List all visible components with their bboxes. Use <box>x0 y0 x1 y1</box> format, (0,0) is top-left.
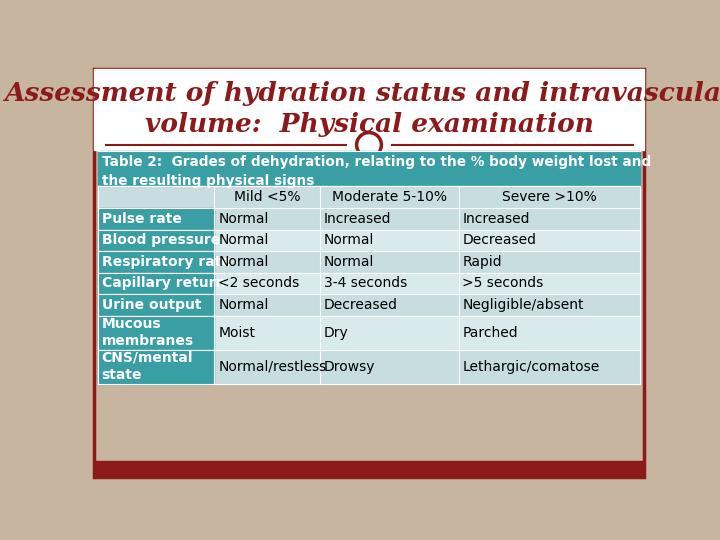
Text: Severe >10%: Severe >10% <box>502 190 597 204</box>
Text: Negligible/absent: Negligible/absent <box>462 298 584 312</box>
Bar <box>98 230 640 251</box>
Text: Normal: Normal <box>324 233 374 247</box>
Text: Drowsy: Drowsy <box>324 360 376 374</box>
Text: Table 2:  Grades of dehydration, relating to the % body weight lost and
the resu: Table 2: Grades of dehydration, relating… <box>102 155 652 188</box>
Bar <box>98 273 215 294</box>
Text: Lethargic/comatose: Lethargic/comatose <box>462 360 600 374</box>
Text: Mucous
membranes: Mucous membranes <box>102 317 194 348</box>
Bar <box>94 461 644 477</box>
Text: Normal: Normal <box>218 298 269 312</box>
FancyBboxPatch shape <box>94 69 644 477</box>
Text: Normal: Normal <box>218 255 269 269</box>
Text: Pulse rate: Pulse rate <box>102 212 181 226</box>
Bar <box>98 208 640 230</box>
Text: 3-4 seconds: 3-4 seconds <box>324 276 408 291</box>
Bar <box>98 208 215 230</box>
Text: Normal: Normal <box>218 233 269 247</box>
Text: Decreased: Decreased <box>462 233 536 247</box>
Bar <box>98 186 640 208</box>
Bar <box>98 316 215 350</box>
Text: Rapid: Rapid <box>462 255 502 269</box>
Text: Blood pressure: Blood pressure <box>102 233 220 247</box>
Bar <box>98 350 215 383</box>
Text: Capillary return: Capillary return <box>102 276 225 291</box>
Text: Moist: Moist <box>218 326 256 340</box>
Text: Normal: Normal <box>218 212 269 226</box>
Text: Increased: Increased <box>462 212 530 226</box>
Text: Parched: Parched <box>462 326 518 340</box>
Text: Assessment of hydration status and intravascular: Assessment of hydration status and intra… <box>4 81 720 106</box>
Bar <box>98 294 215 316</box>
Text: Mild <5%: Mild <5% <box>234 190 300 204</box>
Bar <box>98 251 215 273</box>
Text: volume:  Physical examination: volume: Physical examination <box>145 112 593 137</box>
Bar <box>98 350 640 383</box>
Text: Moderate 5-10%: Moderate 5-10% <box>332 190 447 204</box>
Text: Increased: Increased <box>324 212 392 226</box>
Text: Normal/restless: Normal/restless <box>218 360 326 374</box>
Bar <box>94 69 644 150</box>
Bar <box>98 251 640 273</box>
Bar <box>98 316 640 350</box>
Text: Urine output: Urine output <box>102 298 201 312</box>
Bar <box>98 230 215 251</box>
Text: <2 seconds: <2 seconds <box>218 276 300 291</box>
Text: Normal: Normal <box>324 255 374 269</box>
Text: >5 seconds: >5 seconds <box>462 276 544 291</box>
Text: Respiratory rate: Respiratory rate <box>102 255 230 269</box>
Bar <box>98 151 640 186</box>
Text: CNS/mental
state: CNS/mental state <box>102 351 193 382</box>
Text: Decreased: Decreased <box>324 298 398 312</box>
Text: Dry: Dry <box>324 326 348 340</box>
Bar <box>98 294 640 316</box>
Bar <box>98 273 640 294</box>
